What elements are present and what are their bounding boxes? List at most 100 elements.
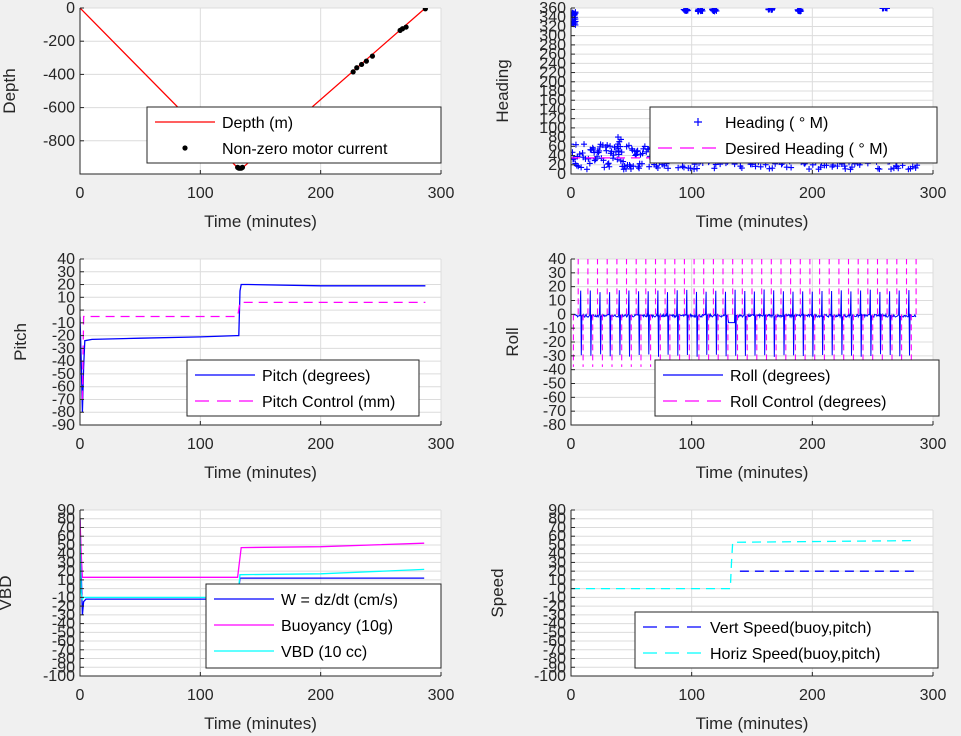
y-tick-label: -30 — [52, 607, 75, 624]
legend: Depth (m) Non-zero motor current — [146, 106, 442, 164]
x-tick-label: 300 — [920, 185, 947, 202]
y-tick-label: 20 — [548, 563, 566, 580]
data-point — [608, 148, 615, 155]
data-point — [654, 164, 661, 171]
y-axis-label: Depth — [0, 68, 19, 113]
y-axis-label: Speed — [488, 568, 507, 617]
data-point — [571, 155, 577, 162]
x-tick-label: 300 — [428, 185, 455, 202]
data-point — [586, 160, 593, 167]
y-tick-label: -90 — [543, 659, 566, 676]
y-tick-label: 10 — [57, 289, 75, 306]
data-point — [609, 155, 616, 162]
y-tick-label: 0 — [557, 306, 566, 323]
series-1-line — [80, 283, 426, 413]
legend-entry: Pitch Control (mm) — [262, 394, 395, 411]
y-tick-label: 70 — [548, 519, 566, 536]
y-tick-label: -20 — [52, 598, 75, 615]
y-tick-label: -50 — [543, 624, 566, 641]
y-tick-label: -20 — [543, 598, 566, 615]
legend: Roll (degrees) Roll Control (degrees) — [654, 359, 940, 417]
data-point — [788, 164, 795, 171]
data-point — [610, 152, 617, 159]
plot-series — [572, 259, 917, 367]
data-point — [571, 149, 576, 156]
plot-series — [80, 518, 425, 615]
x-tick-label: 0 — [567, 687, 576, 704]
y-tick-label: 340 — [539, 9, 566, 26]
data-point — [611, 144, 618, 151]
x-tick-label: 0 — [567, 185, 576, 202]
y-tick-label: -100 — [534, 668, 566, 685]
data-point — [693, 165, 700, 172]
legend-entry: VBD (10 cc) — [281, 644, 367, 661]
y-tick-label: -80 — [543, 417, 566, 434]
data-point — [874, 165, 881, 172]
y-tick-label: -10 — [52, 589, 75, 606]
data-point — [579, 149, 586, 156]
legend-entry: Pitch (degrees) — [262, 368, 371, 385]
legend-box — [634, 611, 939, 669]
data-point — [605, 160, 612, 167]
y-tick-label: 0 — [66, 302, 75, 319]
data-point — [630, 163, 637, 170]
y-tick-label: 0 — [66, 581, 75, 598]
y-tick-label: 30 — [548, 265, 566, 282]
x-tick-label: 300 — [428, 687, 455, 704]
y-tick-label: -90 — [52, 417, 75, 434]
y-tick-label: -40 — [52, 616, 75, 633]
data-point — [895, 165, 902, 172]
y-tick-label: 280 — [539, 37, 566, 54]
data-point — [633, 148, 640, 155]
y-tick-label: -600 — [43, 100, 75, 117]
legend-entry: Depth (m) — [222, 115, 293, 132]
chart-5: 9080706050403020100-10-20-30-40-50-60-70… — [0, 502, 454, 733]
legend-entry: W = dz/dt (cm/s) — [281, 592, 398, 609]
data-point — [576, 151, 583, 158]
y-tick-label: 10 — [57, 572, 75, 589]
y-tick-label: -50 — [52, 366, 75, 383]
data-point — [638, 160, 645, 167]
y-tick-label: 40 — [57, 546, 75, 563]
y-tick-label: 10 — [548, 293, 566, 310]
y-tick-label: 20 — [548, 157, 566, 174]
y-tick-label: 70 — [57, 519, 75, 536]
data-point — [909, 163, 916, 170]
data-point — [675, 164, 682, 171]
y-tick-label: -30 — [543, 348, 566, 365]
legend-box — [649, 106, 938, 164]
data-point — [590, 146, 597, 153]
y-tick-label: 360 — [539, 0, 566, 17]
data-point — [589, 144, 596, 151]
data-point — [621, 163, 628, 170]
y-tick-label: -400 — [43, 66, 75, 83]
y-tick-label: -90 — [52, 659, 75, 676]
legend-entry: Vert Speed(buoy,pitch) — [710, 620, 872, 637]
y-tick-label: -20 — [52, 328, 75, 345]
y-tick-label: 30 — [57, 264, 75, 281]
legend-marker — [182, 145, 188, 151]
data-point — [571, 19, 576, 26]
y-tick-label: -50 — [52, 624, 75, 641]
legend-entry: Horiz Speed(buoy,pitch) — [710, 646, 880, 663]
data-point — [422, 8, 428, 12]
data-point — [578, 164, 585, 171]
data-point — [679, 163, 686, 170]
y-axis-label: Heading — [493, 59, 512, 122]
y-tick-label: 220 — [539, 65, 566, 82]
legend-entry: Buoyancy (10g) — [281, 618, 393, 635]
legend-entry: Desired Heading ( ° M) — [725, 141, 888, 158]
legend-marker — [694, 118, 702, 126]
y-tick-label: -80 — [52, 404, 75, 421]
y-tick-label: 80 — [548, 511, 566, 528]
data-point — [765, 8, 772, 13]
data-point — [912, 164, 919, 171]
data-point — [620, 158, 627, 165]
data-point — [711, 165, 718, 172]
legend-box — [186, 359, 420, 417]
data-point — [403, 24, 409, 30]
x-axis-label: Time (minutes) — [204, 714, 317, 733]
y-tick-label: -10 — [543, 320, 566, 337]
